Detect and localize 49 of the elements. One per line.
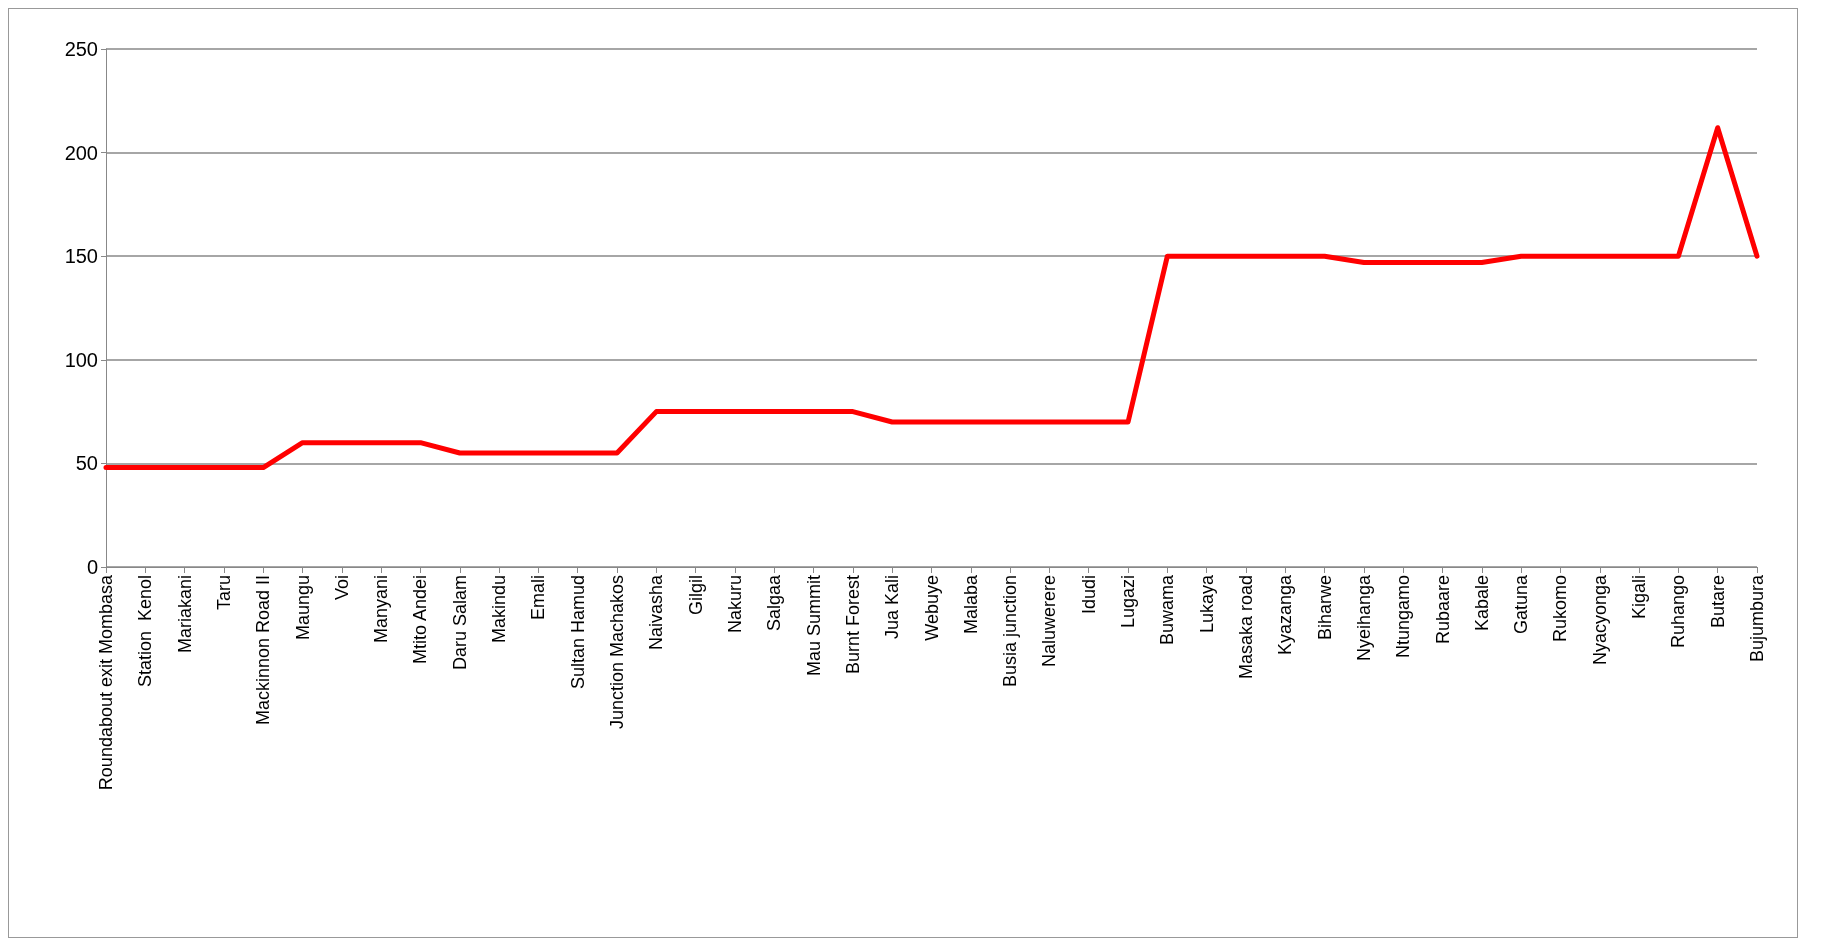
x-tick-label: Idudi bbox=[1078, 575, 1099, 615]
x-tick-label: Masaka road bbox=[1235, 575, 1256, 680]
x-tick-label: Nyacyonga bbox=[1589, 574, 1610, 666]
x-tick-label: Mtito Andei bbox=[410, 575, 431, 665]
x-tick-label: Webuye bbox=[921, 575, 942, 641]
x-tick-label: Naluwerere bbox=[1039, 575, 1060, 668]
x-tick-label: Malaba bbox=[960, 574, 981, 635]
x-tick-label: Emali bbox=[528, 575, 549, 621]
x-tick-label: Salgaa bbox=[764, 574, 785, 632]
x-tick-label: Junction Machakos bbox=[607, 575, 628, 730]
x-tick-label: Butare bbox=[1707, 575, 1728, 629]
y-tick-label: 250 bbox=[64, 38, 98, 60]
x-tick-label: Buwama bbox=[1157, 574, 1178, 646]
x-tick-label: Burnt Forest bbox=[842, 575, 863, 675]
x-tick-label: Rukomo bbox=[1550, 575, 1571, 643]
x-tick-label: Kabale bbox=[1471, 575, 1492, 632]
x-tick-label: Gilgil bbox=[685, 575, 706, 616]
y-tick-label: 150 bbox=[64, 245, 98, 268]
x-tick-label: Kyazanga bbox=[1275, 574, 1296, 656]
x-tick-label: Ruhango bbox=[1668, 575, 1689, 649]
x-tick-label: Bujumbura bbox=[1747, 574, 1767, 663]
x-tick-label: Sultan Hamud bbox=[567, 575, 588, 690]
x-tick-label: Nyeihanga bbox=[1353, 574, 1374, 662]
x-tick-label: Mariakani bbox=[174, 575, 195, 654]
x-tick-label: Mau Summit bbox=[803, 575, 824, 677]
x-tick-label: Taru bbox=[213, 575, 234, 611]
x-tick-label: Naivasha bbox=[646, 574, 667, 651]
y-tick-label: 50 bbox=[75, 452, 98, 475]
x-tick-label: Mackinnon Road II bbox=[253, 575, 274, 726]
y-tick-label: 100 bbox=[64, 348, 98, 371]
x-tick-label: Station Kenol bbox=[135, 575, 156, 688]
x-tick-label: Gatuna bbox=[1511, 574, 1532, 635]
x-tick-label: Maungu bbox=[292, 575, 313, 641]
y-tick-label: 200 bbox=[64, 141, 98, 164]
x-tick-label: Ntungamo bbox=[1393, 575, 1414, 659]
x-tick-label: Lugazi bbox=[1118, 575, 1139, 629]
x-tick-label: Rubaare bbox=[1432, 575, 1453, 645]
x-tick-label: Jua Kali bbox=[882, 575, 903, 640]
x-tick-label: Voi bbox=[331, 575, 352, 601]
y-tick-label: 0 bbox=[86, 556, 98, 578]
x-tick-label: Kigali bbox=[1629, 575, 1650, 620]
x-tick-label: Lukaya bbox=[1196, 574, 1217, 634]
x-tick-label: Busia junction bbox=[1000, 575, 1021, 688]
x-tick-label: Biharwe bbox=[1314, 575, 1335, 641]
x-tick-label: Nakuru bbox=[724, 575, 745, 634]
x-tick-label: Manyani bbox=[371, 575, 392, 644]
x-tick-label: Roundabout exit Mombasa bbox=[96, 574, 116, 791]
x-tick-label: Makindu bbox=[489, 575, 510, 644]
x-tick-label: Daru Salam bbox=[449, 575, 470, 671]
